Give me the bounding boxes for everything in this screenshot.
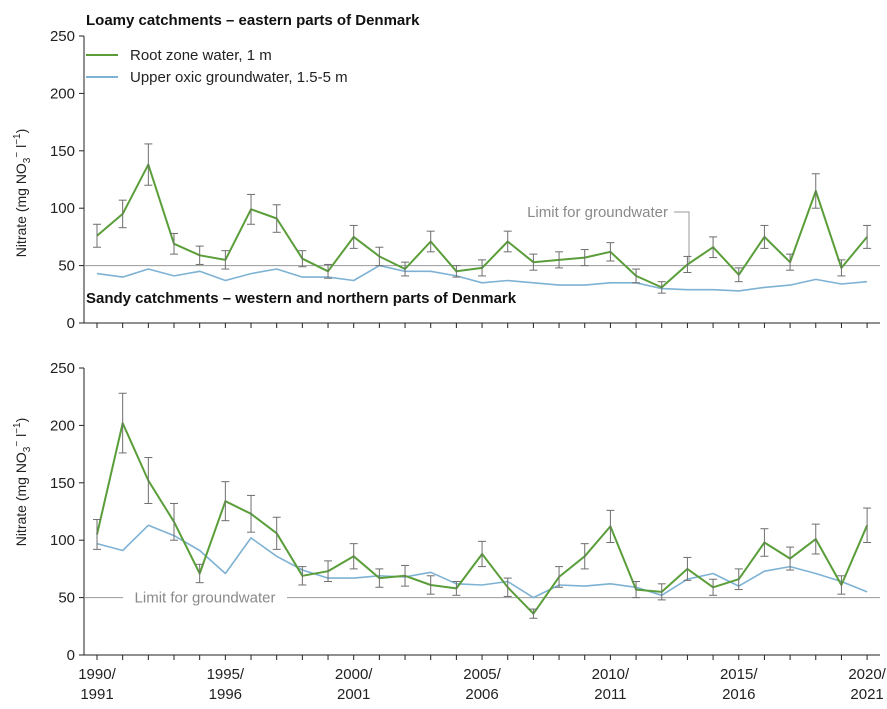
x-tick-label: 2001 — [337, 686, 370, 703]
legend: Root zone water, 1 m Upper oxic groundwa… — [86, 47, 348, 86]
panel-loamy: Loamy catchments – eastern parts of Denm… — [12, 12, 880, 332]
panel-sandy: Sandy catchments – western and northern … — [12, 290, 880, 664]
limit-label-bg — [123, 587, 287, 608]
panel-title: Sandy catchments – western and northern … — [86, 290, 517, 307]
legend-label-root-zone: Root zone water, 1 m — [130, 47, 272, 64]
y-tick-label: 150 — [50, 475, 75, 492]
y-axis-label: Nitrate (mg NO3− l−1) — [12, 418, 33, 547]
y-tick-label: 250 — [50, 28, 75, 45]
x-tick-label: 2020/ — [848, 666, 886, 683]
y-tick-label: 100 — [50, 200, 75, 217]
limit-leader — [674, 211, 690, 265]
x-tick-label: 2005/ — [463, 666, 501, 683]
x-tick-label: 1996 — [209, 686, 242, 703]
y-axis-label: Nitrate (mg NO3− l−1) — [12, 129, 33, 258]
y-tick-label: 100 — [50, 532, 75, 549]
x-tick-label: 2000/ — [335, 666, 373, 683]
legend-label-groundwater: Upper oxic groundwater, 1.5-5 m — [130, 69, 348, 86]
panel-title: Loamy catchments – eastern parts of Denm… — [86, 12, 420, 29]
x-tick-label: 1990/ — [78, 666, 116, 683]
y-tick-label: 250 — [50, 360, 75, 377]
y-tick-label: 200 — [50, 417, 75, 434]
y-tick-label: 200 — [50, 85, 75, 102]
x-tick-label: 2010/ — [592, 666, 630, 683]
x-tick-label: 2006 — [465, 686, 498, 703]
x-tick-label: 2015/ — [720, 666, 758, 683]
y-tick-label: 150 — [50, 143, 75, 160]
limit-label: Limit for groundwater — [527, 204, 668, 221]
x-tick-label: 2011 — [594, 686, 626, 703]
series-line-groundwater — [96, 264, 868, 292]
x-tick-label: 2016 — [722, 686, 755, 703]
x-tick-label: 2021 — [850, 686, 883, 703]
limit-label: Limit for groundwater — [135, 590, 276, 607]
x-tick-label: 1991 — [80, 686, 113, 703]
y-tick-label: 50 — [58, 258, 75, 275]
x-tick-labels: 1990/1991 1995/1996 2000/2001 2005/2006 2010… — [78, 666, 886, 703]
x-tick-label: 1995/ — [207, 666, 245, 683]
y-tick-label: 0 — [67, 647, 75, 664]
y-tick-label: 0 — [67, 315, 75, 332]
y-tick-label: 50 — [58, 590, 75, 607]
